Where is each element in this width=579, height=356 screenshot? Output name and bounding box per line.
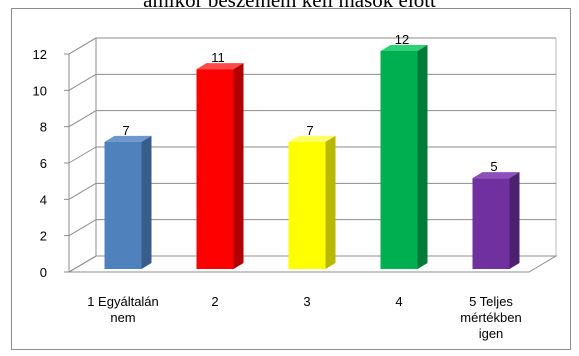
x-tick-label: 5 Teljes mértékben igen (460, 294, 521, 341)
bar-side (325, 135, 336, 269)
bar-top (288, 135, 336, 142)
y-tick-label: 12 (33, 47, 47, 62)
data-label: 7 (122, 123, 129, 138)
bar: 5 (472, 159, 520, 269)
gridline-side (68, 182, 97, 200)
gridline-side (68, 110, 97, 128)
gridline-side (68, 37, 97, 55)
bar: 7 (288, 123, 336, 269)
gridline-side (68, 73, 97, 91)
bar-front (288, 141, 326, 269)
bar-top (380, 45, 428, 51)
x-tick-label: 4 (395, 294, 402, 309)
y-tick-label: 0 (40, 265, 47, 280)
y-axis: 0 2 4 6 8 10 12 (33, 47, 70, 280)
y-tick-label: 8 (40, 120, 47, 135)
gridline-side (68, 255, 97, 273)
bar-front (380, 51, 418, 269)
x-axis-labels: 1 Egyáltalán nem 2 3 4 5 Teljes mértékben igen (87, 294, 521, 341)
y-tick-label: 2 (40, 229, 47, 244)
bar-side (233, 63, 244, 269)
y-tick-label: 10 (33, 83, 47, 98)
bar-front (196, 69, 234, 270)
data-label: 11 (211, 50, 225, 65)
bar: 11 (196, 50, 244, 270)
chart-title: amikor beszélnem kell mások előtt (143, 0, 436, 12)
x-tick-label: 2 (211, 294, 218, 309)
bar-side (509, 172, 520, 269)
bars: 7 11 7 12 5 (104, 32, 520, 270)
bar-side (141, 135, 152, 269)
y-tick-label: 6 (40, 156, 47, 171)
data-label: 12 (395, 32, 409, 47)
gridline-side (68, 219, 97, 237)
gridline-side (68, 146, 97, 164)
bar-top (472, 172, 520, 179)
data-label: 7 (306, 123, 313, 138)
y-tick-label: 4 (40, 192, 47, 207)
bar-top (104, 135, 152, 142)
bar-front (472, 178, 510, 269)
bar: 7 (104, 123, 152, 269)
x-tick-label: 3 (303, 294, 310, 309)
bar-top (196, 63, 244, 70)
bar: 12 (380, 32, 428, 269)
bar-front (104, 141, 142, 269)
chart-frame (11, 8, 571, 350)
x-tick-label: 1 Egyáltalán nem (87, 294, 159, 325)
data-label: 5 (490, 159, 497, 174)
bar-side (417, 45, 428, 269)
